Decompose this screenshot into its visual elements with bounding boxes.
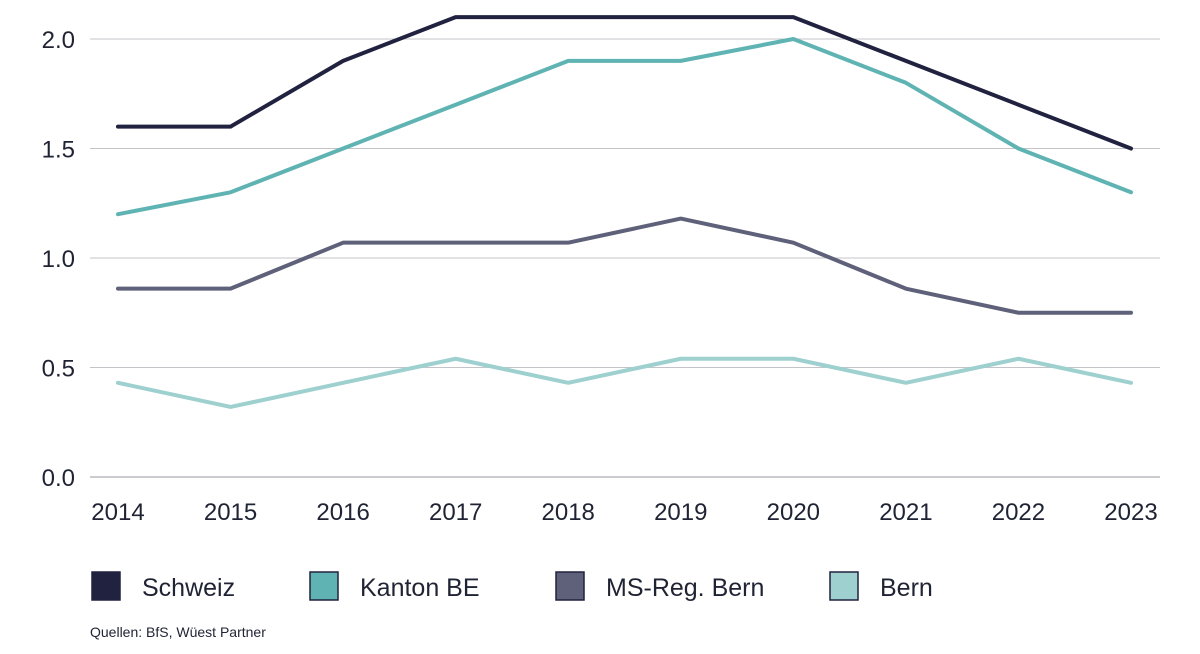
legend-label-ms-reg-bern: MS-Reg. Bern xyxy=(606,574,764,602)
legend: Schweiz Kanton BE MS-Reg. Bern Bern xyxy=(91,571,933,602)
source-note: Quellen: BfS, Wüest Partner xyxy=(90,624,266,640)
x-tick-label: 2018 xyxy=(542,499,595,526)
x-tick-label: 2017 xyxy=(429,499,482,526)
y-tick-label: 1.0 xyxy=(42,246,75,273)
series-line-ms-reg-bern xyxy=(116,216,1133,315)
y-tick-label: 0.0 xyxy=(42,465,75,492)
x-tick-label: 2014 xyxy=(91,499,144,526)
legend-label-bern: Bern xyxy=(880,574,933,602)
y-tick-label: 1.5 xyxy=(42,137,75,164)
y-axis-ticks: 0.0 0.5 1.0 1.5 2.0 xyxy=(42,27,75,492)
x-tick-label: 2020 xyxy=(767,499,820,526)
x-axis-ticks: 2014 2015 2016 2017 2018 2019 2020 2021 2022 2023 xyxy=(91,499,1157,526)
x-tick-label: 2019 xyxy=(654,499,707,526)
series-line-kanton-be xyxy=(116,37,1133,217)
gridlines xyxy=(90,38,1160,478)
y-tick-label: 2.0 xyxy=(42,27,75,54)
series-line-bern xyxy=(116,356,1133,409)
x-tick-label: 2023 xyxy=(1104,499,1157,526)
y-tick-label: 0.5 xyxy=(42,356,75,383)
x-tick-label: 2015 xyxy=(204,499,257,526)
legend-swatch-bern xyxy=(829,571,859,601)
legend-swatch-ms-reg-bern xyxy=(555,571,585,601)
x-tick-label: 2022 xyxy=(992,499,1045,526)
legend-swatch-kanton-be xyxy=(309,571,339,601)
series-lines xyxy=(116,15,1133,409)
x-tick-label: 2021 xyxy=(879,499,932,526)
x-tick-label: 2016 xyxy=(316,499,369,526)
legend-swatch-schweiz xyxy=(91,571,121,601)
series-line-schweiz xyxy=(116,15,1133,151)
legend-label-kanton-be: Kanton BE xyxy=(360,574,480,602)
legend-label-schweiz: Schweiz xyxy=(142,574,235,602)
